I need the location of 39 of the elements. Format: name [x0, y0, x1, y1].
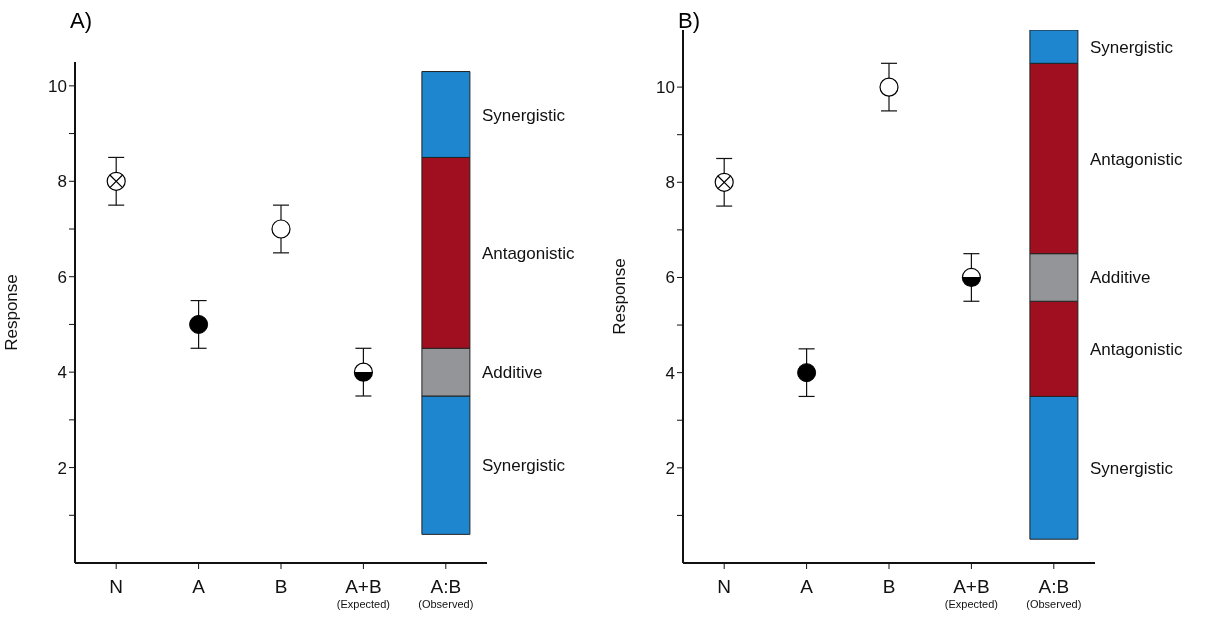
y-axis-title: Response [610, 258, 630, 335]
series-label: Synergistic [1089, 458, 1174, 478]
point [879, 77, 899, 97]
point [271, 219, 291, 239]
y-tick-label: 8 [665, 173, 675, 193]
y-tick-label: 6 [665, 268, 675, 288]
y-tick-label: 4 [57, 363, 67, 383]
x-tick-label: N [717, 576, 732, 597]
x-tick-label: B [274, 576, 288, 597]
point [353, 362, 373, 382]
x-tick-label: A:B (Observed) [1026, 576, 1082, 610]
chart-title: A) [70, 8, 92, 34]
x-tick-label: A+B (Expected) [944, 576, 998, 610]
series-label: Synergistic [1089, 37, 1174, 57]
series-label: Antagonistic [1089, 149, 1184, 169]
x-tick-label: A [192, 576, 206, 597]
y-tick-label: 6 [57, 267, 67, 287]
chart-title: B) [678, 8, 700, 34]
series-label: Additive [1089, 268, 1151, 288]
point [961, 267, 981, 288]
x-tick-label: A+B (Expected) [336, 576, 390, 610]
y-tick-label: 10 [656, 78, 675, 98]
series-label: Synergistic [481, 105, 566, 125]
series-label: Antagonistic [481, 243, 576, 263]
x-tick-label: A [800, 576, 814, 597]
series-label: Antagonistic [1089, 339, 1184, 359]
x-tick-label: N [109, 576, 124, 597]
y-axis-title: Response [2, 274, 22, 351]
y-tick-label: 4 [665, 363, 675, 383]
x-tick-label: A:B (Observed) [418, 576, 474, 610]
y-tick-label: 10 [48, 76, 67, 96]
y-tick-label: 8 [57, 172, 67, 192]
series-label: Synergistic [481, 456, 566, 476]
series-label: Additive [481, 363, 543, 383]
x-tick-label: B [882, 576, 896, 597]
point [189, 314, 209, 334]
point [797, 363, 817, 383]
y-tick-label: 2 [665, 458, 675, 478]
y-tick-label: 2 [57, 458, 67, 478]
